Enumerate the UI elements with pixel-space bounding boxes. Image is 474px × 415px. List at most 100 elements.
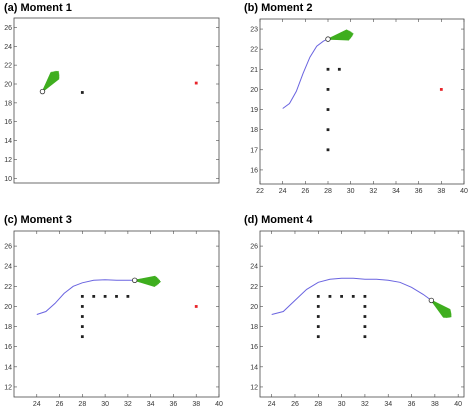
obstacle-point [92,294,96,298]
y-tick-label: 26 [4,25,12,32]
trajectory-line [36,279,135,315]
y-tick-label: 18 [4,100,12,107]
obstacle-point [363,305,367,308]
x-tick-label: 24 [268,401,276,408]
panel-moment-4: (d) Moment 4 12 14 16 18 20 22 24 26 24 26 28 30 32 34… [244,214,465,408]
y-tick-label: 24 [250,264,258,271]
plot-area [259,230,465,398]
x-tick-label: 34 [147,401,155,408]
panel-moment-3: (c) Moment 3 12 14 16 18 20 22 24 26 24 26 28 30 32 34… [4,214,223,408]
y-tick-label: 18 [250,324,258,331]
trajectory-line [271,277,432,315]
x-tick-label: 28 [314,401,322,408]
obstacle-point [326,148,330,152]
x-tick-label: 32 [124,401,132,408]
x-tick-label: 40 [215,401,223,408]
x-tick-label: 28 [324,188,332,195]
goal-point [439,88,443,91]
candidate-fan [134,275,161,288]
y-tick-label: 19 [250,107,258,114]
panel-title: (d) Moment 4 [244,214,313,226]
x-tick-label: 30 [347,188,355,195]
x-tick-label: 24 [279,188,287,195]
y-tick-label: 22 [250,284,258,291]
candidate-fan [430,299,452,319]
obstacle-point [80,315,84,318]
obstacle-point [337,67,341,71]
x-tick-label: 24 [33,401,41,408]
y-tick-label: 14 [250,364,258,371]
y-tick-label: 17 [250,147,258,154]
x-tick-label: 32 [369,188,377,195]
candidate-fan [327,29,354,41]
y-tick-label: 12 [4,157,12,164]
y-tick-label: 22 [250,47,258,54]
y-tick-label: 14 [4,138,12,145]
obstacle-point [80,91,84,94]
x-tick-label: 36 [170,401,178,408]
y-tick-label: 16 [250,167,258,174]
x-tick-label: 38 [431,401,439,408]
panel-title: (a) Moment 1 [4,2,72,14]
y-tick-label: 20 [250,87,258,94]
y-tick-label: 16 [4,119,12,126]
y-tick-label: 12 [4,384,12,391]
obstacle-point [316,315,320,318]
y-tick-label: 24 [4,44,12,51]
candidate-ray [327,29,348,40]
y-tick-label: 21 [250,67,258,74]
y-tick-label: 20 [250,304,258,311]
y-tick-label: 16 [4,344,12,351]
obstacle-point [326,67,330,71]
x-tick-label: 30 [101,401,109,408]
trajectory-line [282,38,329,109]
candidate-ray [41,72,52,92]
x-tick-label: 22 [256,188,264,195]
obstacle-point [363,315,367,318]
obstacle-point [115,294,118,298]
x-tick-label: 26 [291,401,299,408]
obstacle-point [103,294,107,298]
x-tick-label: 26 [301,188,309,195]
x-tick-label: 40 [460,188,468,195]
obstacle-point [340,294,343,298]
y-tick-label: 26 [4,244,12,251]
obstacle-point [326,128,330,132]
y-tick-label: 22 [4,284,12,291]
obstacle-point [326,108,330,111]
current-position-marker [39,88,46,95]
x-tick-label: 32 [361,401,369,408]
x-tick-label: 26 [56,401,64,408]
current-position-marker [428,297,435,304]
x-tick-label: 40 [454,401,462,408]
candidate-ray [431,299,451,311]
y-tick-label: 12 [250,384,258,391]
y-tick-label: 20 [4,304,12,311]
panel-title: (b) Moment 2 [244,2,312,14]
obstacle-point [363,335,367,339]
x-tick-label: 30 [338,401,346,408]
obstacle-point [316,294,320,298]
y-tick-label: 24 [4,264,12,271]
candidate-fan [41,70,60,92]
obstacle-point [126,294,130,298]
x-tick-label: 34 [392,188,400,195]
y-tick-label: 16 [250,344,258,351]
obstacle-point [316,335,320,339]
y-tick-label: 18 [4,324,12,331]
x-tick-label: 34 [384,401,392,408]
y-tick-label: 18 [250,127,258,134]
y-tick-label: 22 [4,63,12,70]
panel-title: (c) Moment 3 [4,214,72,226]
x-tick-label: 38 [192,401,200,408]
x-tick-label: 36 [408,401,416,408]
obstacle-point [326,88,330,91]
current-position-marker [132,277,138,283]
x-tick-label: 38 [437,188,445,195]
goal-point [194,81,198,85]
panel-moment-1: (a) Moment 1 10 12 14 16 18 20 22 24 26 [4,2,220,184]
plot-area [13,230,220,398]
x-tick-label: 36 [415,188,423,195]
y-tick-label: 26 [250,244,258,251]
